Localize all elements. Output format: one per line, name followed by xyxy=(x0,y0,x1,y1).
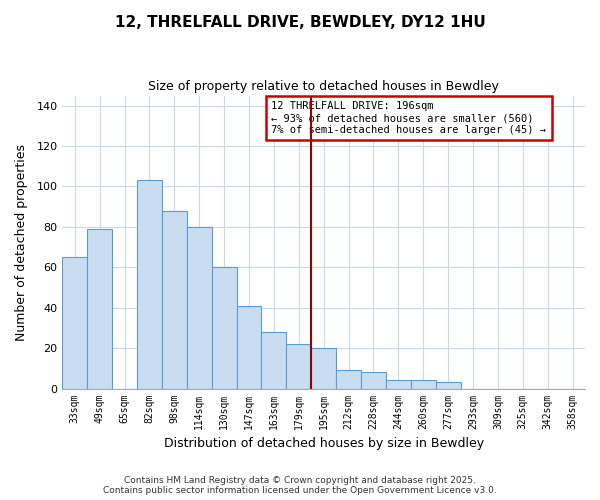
Text: 12 THRELFALL DRIVE: 196sqm
← 93% of detached houses are smaller (560)
7% of semi: 12 THRELFALL DRIVE: 196sqm ← 93% of deta… xyxy=(271,102,547,134)
Bar xyxy=(262,332,286,388)
Bar xyxy=(187,227,212,388)
Text: 12, THRELFALL DRIVE, BEWDLEY, DY12 1HU: 12, THRELFALL DRIVE, BEWDLEY, DY12 1HU xyxy=(115,15,485,30)
Bar xyxy=(87,229,112,388)
Bar xyxy=(386,380,411,388)
Bar xyxy=(162,210,187,388)
Bar xyxy=(137,180,162,388)
Bar xyxy=(436,382,461,388)
Title: Size of property relative to detached houses in Bewdley: Size of property relative to detached ho… xyxy=(148,80,499,93)
Bar xyxy=(411,380,436,388)
Bar xyxy=(336,370,361,388)
Bar xyxy=(62,257,87,388)
Bar xyxy=(361,372,386,388)
Y-axis label: Number of detached properties: Number of detached properties xyxy=(15,144,28,340)
Bar xyxy=(236,306,262,388)
Bar xyxy=(311,348,336,389)
Bar xyxy=(212,268,236,388)
Text: Contains HM Land Registry data © Crown copyright and database right 2025.
Contai: Contains HM Land Registry data © Crown c… xyxy=(103,476,497,495)
X-axis label: Distribution of detached houses by size in Bewdley: Distribution of detached houses by size … xyxy=(164,437,484,450)
Bar xyxy=(286,344,311,389)
